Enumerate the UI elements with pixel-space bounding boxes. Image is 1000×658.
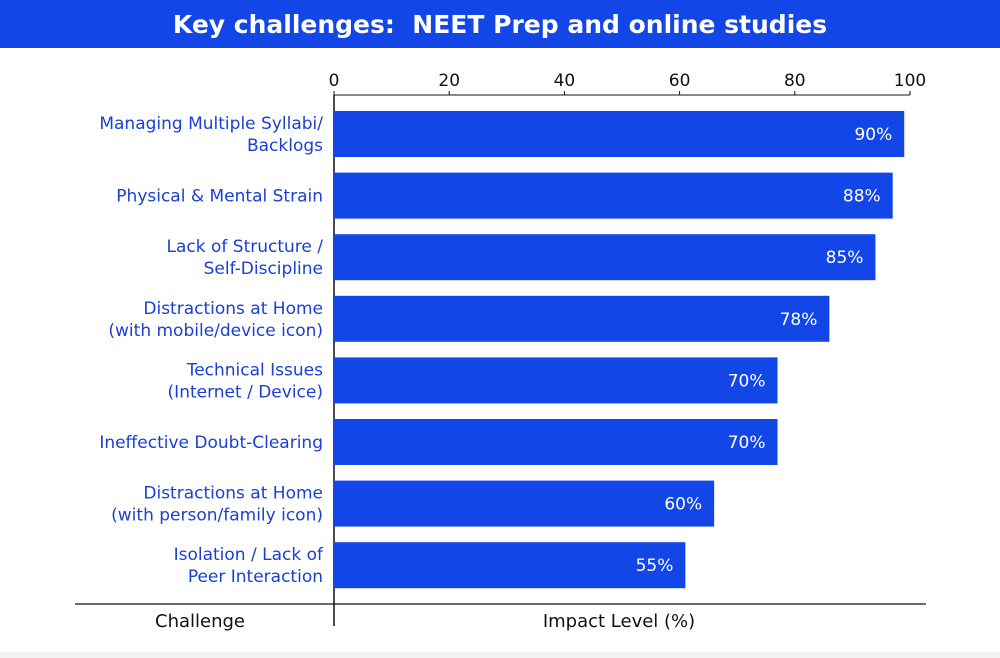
category-label: Distractions at Home	[143, 299, 323, 319]
bar-value-label: 88%	[843, 187, 881, 207]
bar	[334, 172, 893, 219]
x-tick-label: 20	[438, 71, 460, 91]
category-label: Ineffective Doubt-Clearing	[99, 433, 323, 453]
category-label: Backlogs	[247, 136, 323, 156]
category-label: Self-Discipline	[204, 259, 323, 279]
bar-value-label: 60%	[664, 495, 702, 515]
category-label: (with mobile/device icon)	[108, 321, 323, 341]
bar	[334, 295, 830, 342]
category-label: Technical Issues	[186, 360, 323, 380]
title-bar: Key challenges: NEET Prep and online stu…	[0, 0, 1000, 48]
bar	[334, 111, 905, 157]
x-tick-label: 80	[784, 71, 806, 91]
category-label: Isolation / Lack of	[174, 545, 324, 565]
footer-impact-label: Impact Level (%)	[543, 611, 695, 632]
bar	[334, 357, 778, 404]
bar	[334, 542, 686, 589]
bottom-strip	[0, 652, 1000, 658]
bar	[334, 419, 778, 465]
bar-value-label: 90%	[854, 125, 892, 145]
category-label: Managing Multiple Syllabi/	[99, 114, 323, 134]
bar	[334, 234, 876, 281]
category-label: (with person/family icon)	[111, 506, 323, 526]
footer-challenge-label: Challenge	[155, 611, 245, 632]
category-label: Physical & Mental Strain	[116, 187, 323, 207]
x-tick-label: 40	[554, 71, 576, 91]
category-label: Lack of Structure /	[167, 237, 324, 257]
x-tick-label: 60	[669, 71, 691, 91]
x-tick-label: 100	[894, 71, 926, 91]
bar-value-label: 70%	[728, 371, 766, 391]
category-label: Distractions at Home	[143, 484, 323, 504]
bar-value-label: 78%	[780, 310, 818, 330]
bar	[334, 480, 715, 527]
chart-title: Key challenges: NEET Prep and online stu…	[172, 9, 828, 39]
x-tick-label: 0	[329, 71, 340, 91]
bar-value-label: 55%	[636, 556, 674, 576]
bar-value-label: 85%	[826, 248, 864, 268]
category-label: Peer Interaction	[188, 567, 323, 587]
bar-value-label: 70%	[728, 433, 766, 453]
category-label: (Internet / Device)	[168, 382, 323, 402]
